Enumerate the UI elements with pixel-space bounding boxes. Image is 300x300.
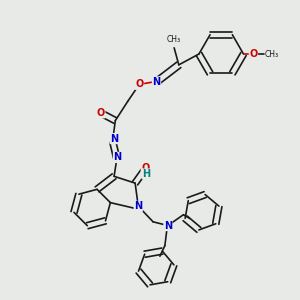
Text: O: O [141, 163, 149, 173]
Text: N: N [152, 77, 160, 87]
Text: O: O [135, 80, 144, 89]
Text: O: O [97, 108, 105, 118]
Text: CH₃: CH₃ [167, 35, 181, 44]
Text: CH₃: CH₃ [265, 50, 279, 58]
Text: N: N [164, 220, 172, 230]
Text: N: N [134, 201, 142, 211]
Text: O: O [249, 49, 257, 59]
Text: N: N [110, 134, 118, 143]
Text: H: H [142, 169, 150, 179]
Text: N: N [113, 152, 122, 162]
